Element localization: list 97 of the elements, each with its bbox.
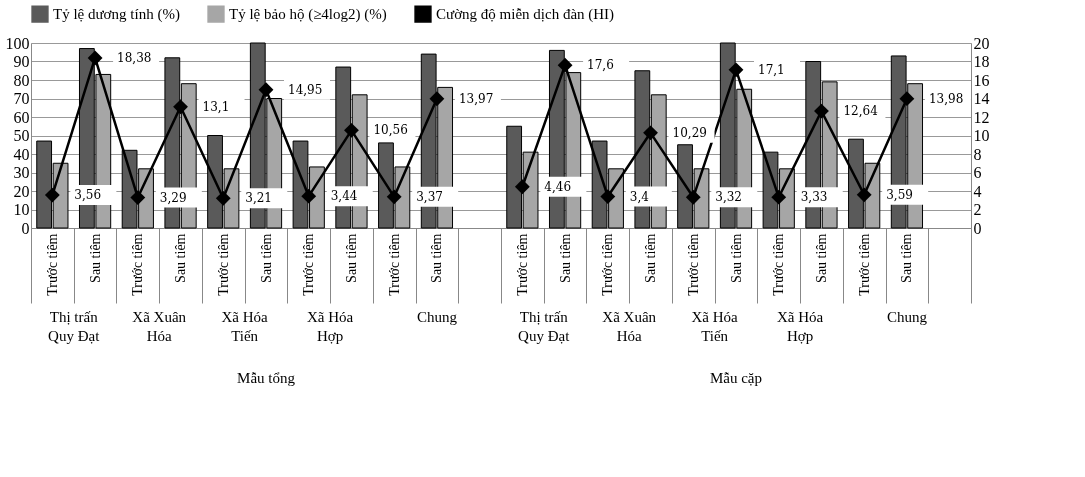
y-tick-label: 30 — [13, 164, 30, 181]
x-tick-label: Sau tiêm — [87, 233, 103, 283]
text: Mẫu cặp — [709, 370, 763, 386]
data-label: 3,33 — [800, 190, 828, 205]
data-label: 10,56 — [373, 123, 408, 138]
x-tick-label: Trước tiêm — [130, 233, 146, 296]
text: Xã Hóa Tiến — [221, 309, 269, 344]
data-label: 3,56 — [74, 188, 102, 203]
point — [173, 99, 188, 115]
y2-tick-label: 4 — [973, 182, 982, 200]
point — [771, 189, 787, 205]
point — [258, 82, 274, 98]
point — [44, 187, 60, 203]
point — [728, 62, 744, 78]
x-tick-label: Trước tiêm — [856, 233, 872, 296]
x-tick-label: Sau tiêm — [343, 233, 359, 283]
y-tick-label: 90 — [13, 53, 30, 70]
y-tick-label: 20 — [13, 182, 30, 200]
data-label: 3,21 — [245, 191, 272, 206]
y2-tick-label: 10 — [973, 127, 990, 144]
data-label: 12,64 — [843, 104, 879, 119]
point — [600, 189, 616, 204]
y2-tick-label: 12 — [973, 108, 990, 126]
x-tick-label: Trước tiêm — [386, 233, 402, 296]
x-tick-label: Sau tiêm — [899, 233, 915, 283]
point — [301, 188, 317, 204]
y2-tick-label: 14 — [973, 90, 990, 107]
text: Xã Xuân Hóa — [602, 309, 657, 344]
y-tick-label: 10 — [13, 201, 30, 218]
point — [814, 103, 829, 119]
y-tick-label: 100 — [5, 34, 30, 52]
x-tick-label: Sau tiêm — [813, 233, 829, 283]
y-tick-label: 40 — [13, 145, 30, 163]
x-tick-label: Trước tiêm — [685, 233, 701, 296]
x-tick-label: Sau tiêm — [557, 233, 573, 283]
data-label: 3,32 — [715, 190, 742, 205]
point — [429, 91, 445, 107]
x-tick-label: Trước tiêm — [771, 233, 787, 296]
data-label: 17,6 — [587, 58, 614, 73]
point — [386, 189, 402, 205]
x-tick-label: Sau tiêm — [728, 233, 744, 283]
x-tick-label: Trước tiêm — [215, 233, 231, 296]
text: Chung — [886, 309, 928, 325]
data-label: 14,95 — [288, 82, 323, 97]
x-tick-label: Sau tiêm — [258, 233, 274, 283]
data-label: 3,44 — [330, 189, 358, 204]
x-tick-label: Trước tiêm — [600, 233, 616, 296]
y-tick-label: 70 — [13, 90, 30, 107]
data-label: 10,29 — [672, 125, 707, 140]
text: Xã Hóa Hợp — [776, 309, 824, 344]
data-label: 3,4 — [629, 189, 650, 204]
data-label: 4,46 — [544, 179, 572, 194]
text: Xã Hóa Hợp — [306, 309, 354, 344]
y2-tick-label: 2 — [973, 201, 982, 218]
data-label: 13,1 — [202, 99, 230, 114]
point — [344, 122, 359, 138]
point — [856, 187, 872, 203]
point — [87, 50, 103, 66]
y2-tick-label: 0 — [973, 219, 982, 237]
data-label: 3,37 — [416, 189, 443, 204]
y-tick-label: 60 — [13, 108, 30, 126]
y2-tick-label: 8 — [973, 145, 982, 163]
data-label: 18,38 — [117, 50, 152, 65]
y-tick-label: 50 — [13, 127, 30, 144]
y-tick-label: 0 — [21, 219, 30, 237]
point — [215, 190, 231, 206]
legend-label: Tỷ lệ bảo hộ (≥4log2) (%) — [229, 6, 387, 24]
text: Xã Hóa Tiến — [691, 309, 739, 344]
y-tick-label: 80 — [13, 71, 30, 89]
x-tick-label: Trước tiêm — [44, 233, 60, 296]
data-label: 13,98 — [928, 91, 964, 106]
text: Thị trấn Quy Đạt — [48, 309, 101, 344]
point — [557, 57, 573, 73]
x-tick-label: Sau tiêm — [429, 233, 445, 283]
data-label: 17,1 — [758, 62, 785, 77]
text: Thị trấn Quy Đạt — [518, 309, 571, 344]
point — [514, 179, 530, 195]
y2-tick-label: 20 — [973, 34, 990, 52]
x-tick-label: Trước tiêm — [301, 233, 317, 296]
legend-label: Tỷ lệ dương tính (%) — [53, 6, 180, 24]
text: Mẫu tổng — [237, 370, 296, 386]
point — [130, 190, 146, 205]
y2-tick-label: 16 — [973, 71, 990, 89]
data-label: 3,59 — [886, 187, 913, 202]
legend-label: Cường độ miễn dịch đàn (HI) — [436, 6, 615, 24]
y2-tick-label: 6 — [973, 164, 982, 181]
data-label: 13,97 — [458, 91, 494, 106]
x-tick-label: Sau tiêm — [173, 233, 189, 283]
point — [643, 125, 658, 141]
x-tick-label: Trước tiêm — [514, 233, 530, 296]
data-label: 3,29 — [159, 190, 187, 205]
point — [685, 189, 701, 205]
text: Chung — [416, 309, 458, 325]
y2-tick-label: 18 — [973, 53, 990, 70]
x-tick-label: Sau tiêm — [643, 233, 659, 283]
text: Xã Xuân Hóa — [132, 309, 187, 344]
point — [899, 91, 915, 107]
